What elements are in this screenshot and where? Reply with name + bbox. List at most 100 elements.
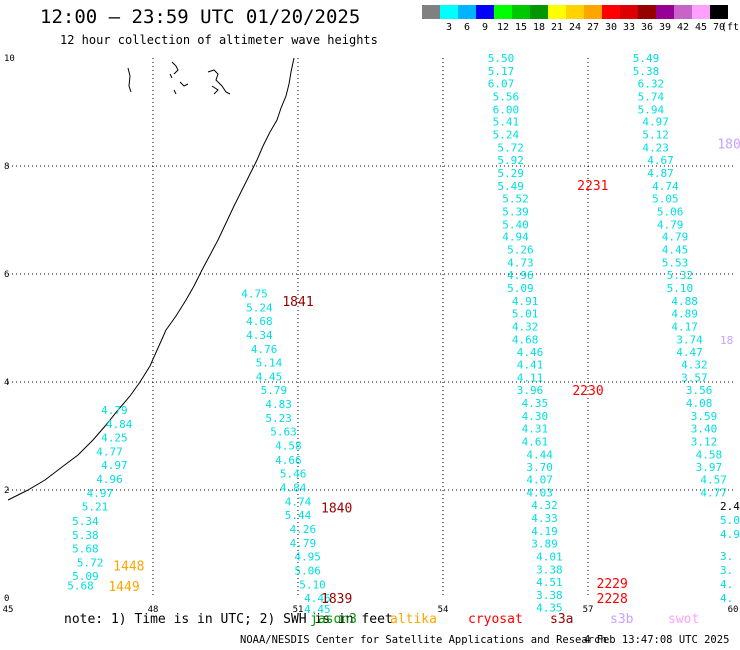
wave-height-value: 4.73 bbox=[507, 257, 534, 270]
mission-legend-item: s3b bbox=[610, 612, 634, 627]
edge-labels: 182.45.04.93.3.4.4. bbox=[720, 334, 740, 605]
wave-height-value: 4.45 bbox=[662, 244, 689, 257]
wave-height-value: 4.87 bbox=[647, 167, 674, 180]
color-swatch bbox=[494, 5, 512, 19]
wave-height-value: 5.38 bbox=[633, 65, 660, 78]
pass-time-label: 1840 bbox=[321, 501, 352, 516]
wave-height-value: 5.44 bbox=[285, 509, 312, 522]
color-swatch bbox=[548, 5, 566, 19]
wave-height-value: 4.77 bbox=[700, 487, 727, 500]
wave-height-value: 3.74 bbox=[676, 333, 703, 346]
wave-height-value: 5.21 bbox=[82, 501, 109, 514]
color-legend-label: 12 bbox=[496, 22, 510, 33]
wave-height-value: 4.97 bbox=[642, 116, 669, 129]
color-swatch bbox=[638, 5, 656, 19]
mission-legend-item: altika bbox=[390, 612, 437, 627]
wave-height-value: 5.09 bbox=[507, 282, 534, 295]
wave-height-value: 4.07 bbox=[526, 474, 553, 487]
wave-height-value: 5.79 bbox=[261, 384, 288, 397]
pass-time-label: 2229 bbox=[597, 577, 628, 592]
wave-height-value: 4.35 bbox=[522, 397, 549, 410]
island-outline bbox=[169, 61, 179, 79]
wave-height-value: 4.47 bbox=[676, 346, 703, 359]
color-swatch bbox=[476, 5, 494, 19]
wave-height-value: 6.07 bbox=[488, 77, 515, 90]
wave-height-value: 5.32 bbox=[667, 269, 694, 282]
wave-height-value: 4.34 bbox=[246, 329, 273, 342]
wave-height-value: 4.79 bbox=[657, 218, 684, 231]
wave-height-value: 5.10 bbox=[299, 579, 326, 592]
wave-height-value: 3.56 bbox=[686, 384, 713, 397]
pass-time-label: 2231 bbox=[577, 179, 608, 194]
mission-legend-item: swot bbox=[668, 612, 700, 627]
coastline bbox=[7, 57, 295, 501]
color-legend-label: 70 bbox=[712, 22, 726, 33]
color-legend-label: 30 bbox=[604, 22, 618, 33]
color-legend-label: 27 bbox=[586, 22, 600, 33]
wave-height-value: 5.41 bbox=[493, 116, 520, 129]
color-legend-label: 45 bbox=[694, 22, 708, 33]
wave-height-values: 4.794.844.254.774.974.964.975.215.345.38… bbox=[67, 52, 727, 616]
wave-height-value: 4.17 bbox=[671, 320, 698, 333]
color-legend-label: 3 bbox=[445, 22, 453, 33]
color-swatch bbox=[584, 5, 602, 19]
wave-height-value: 4.94 bbox=[502, 231, 529, 244]
wave-height-value: 4.89 bbox=[671, 307, 698, 320]
x-tick-label: 51 bbox=[293, 605, 304, 615]
wave-height-value: 4.68 bbox=[512, 333, 539, 346]
color-swatch bbox=[422, 5, 440, 19]
color-swatch bbox=[458, 5, 476, 19]
chart-title: 12:00 – 23:59 UTC 01/20/2025 bbox=[40, 6, 361, 28]
color-legend-label: 42 bbox=[676, 22, 690, 33]
mission-legend-item: s3a bbox=[550, 612, 574, 627]
pass-time-label: 1449 bbox=[108, 580, 139, 595]
mission-legend-item: jason3 bbox=[310, 612, 357, 627]
wave-height-value: 4.19 bbox=[531, 525, 558, 538]
wave-height-value: 4.41 bbox=[517, 359, 544, 372]
wave-height-value: 3.96 bbox=[517, 384, 544, 397]
wave-height-value: 4.96 bbox=[507, 269, 534, 282]
x-tick-label: 60 bbox=[728, 605, 739, 615]
wave-height-value: 4.96 bbox=[96, 473, 123, 486]
edge-label: 18 bbox=[720, 334, 733, 347]
wave-height-value: 4.03 bbox=[526, 487, 553, 500]
wave-height-value: 4.74 bbox=[285, 495, 312, 508]
wave-height-value: 5.39 bbox=[502, 205, 529, 218]
edge-label: 3. bbox=[720, 550, 733, 563]
wave-height-value: 4.75 bbox=[241, 287, 268, 300]
wave-height-value: 5.23 bbox=[265, 412, 292, 425]
wave-height-value: 3.12 bbox=[691, 435, 718, 448]
wave-height-value: 4.79 bbox=[290, 537, 317, 550]
pass-time-label: 2228 bbox=[597, 592, 628, 607]
color-swatch bbox=[512, 5, 530, 19]
island-outline bbox=[207, 69, 231, 95]
wave-height-value: 5.38 bbox=[72, 529, 99, 542]
wave-height-value: 3.38 bbox=[536, 563, 563, 576]
x-tick-label: 57 bbox=[583, 605, 594, 615]
wave-height-value: 4.01 bbox=[536, 550, 563, 563]
color-legend-unit: (ft) bbox=[720, 22, 740, 33]
color-legend-label: 36 bbox=[640, 22, 654, 33]
wave-height-value: 3.70 bbox=[526, 461, 553, 474]
wave-height-value: 4.61 bbox=[522, 435, 549, 448]
wave-height-value: 5.49 bbox=[497, 180, 524, 193]
wave-height-value: 4.46 bbox=[517, 346, 544, 359]
color-swatch bbox=[692, 5, 710, 19]
wave-height-value: 4.84 bbox=[106, 418, 133, 431]
wave-height-value: 5.10 bbox=[667, 282, 694, 295]
wave-height-value: 3.38 bbox=[536, 589, 563, 602]
wave-height-value: 4.74 bbox=[652, 180, 679, 193]
color-swatch bbox=[674, 5, 692, 19]
y-tick-label: 0 bbox=[4, 594, 9, 604]
pass-time-label: 1839 bbox=[321, 592, 352, 607]
wave-height-value: 4.76 bbox=[251, 343, 278, 356]
wave-height-value: 4.33 bbox=[531, 512, 558, 525]
y-tick-label: 4 bbox=[4, 378, 9, 388]
y-tick-label: 8 bbox=[4, 162, 9, 172]
pass-time-label: 1803 bbox=[717, 137, 740, 152]
wave-height-value: 4.68 bbox=[246, 315, 273, 328]
wave-height-value: 4.97 bbox=[101, 459, 128, 472]
wave-height-value: 5.40 bbox=[502, 218, 529, 231]
color-legend-label: 39 bbox=[658, 22, 672, 33]
